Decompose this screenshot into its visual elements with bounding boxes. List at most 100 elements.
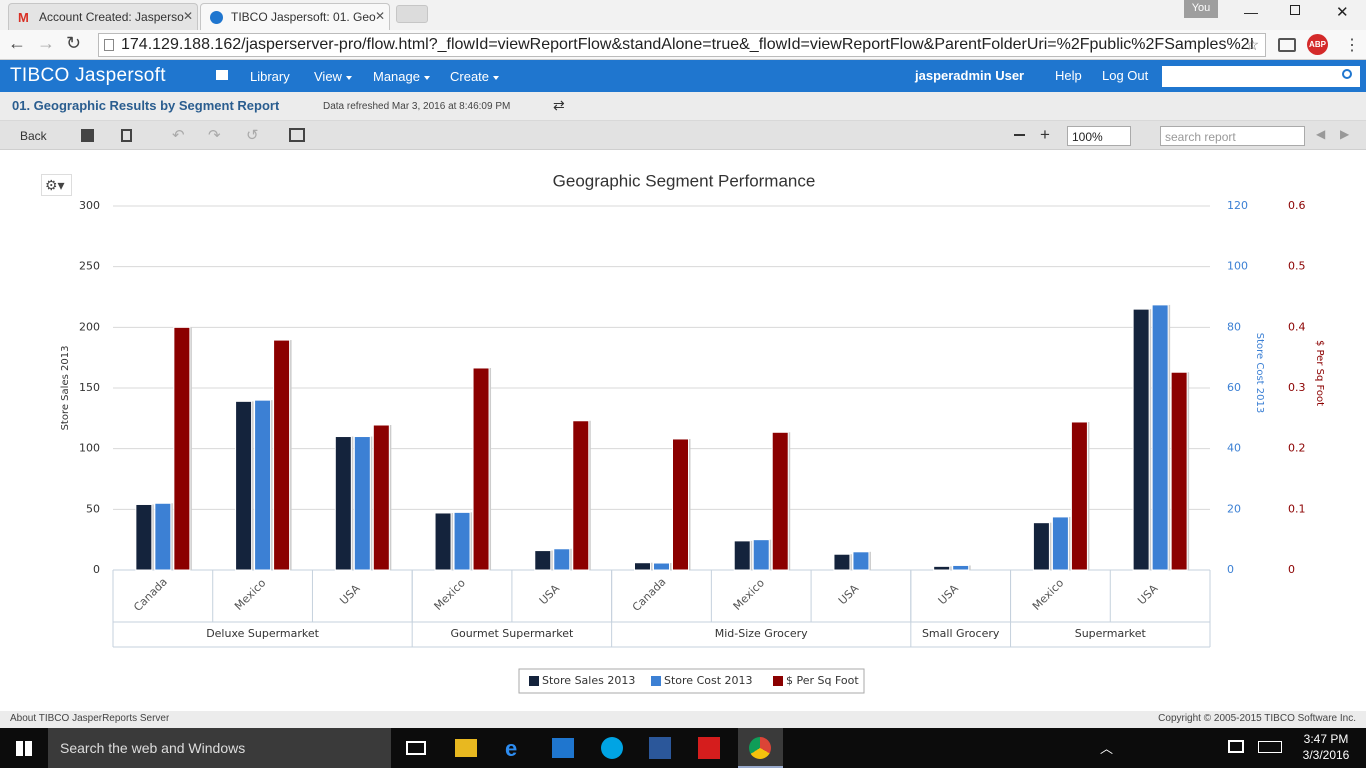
bar	[771, 431, 789, 571]
nav-item[interactable]: Manage	[373, 69, 430, 84]
app-chrome[interactable]	[738, 728, 783, 768]
y2-tick-label: 20	[1227, 502, 1241, 515]
profile-badge[interactable]: You	[1184, 0, 1218, 18]
group-label: Deluxe Supermarket	[206, 627, 319, 640]
new-tab[interactable]	[396, 5, 428, 23]
save-button[interactable]	[81, 129, 94, 142]
forward-button[interactable]: →	[37, 33, 55, 53]
report-title-bar: 01. Geographic Results by Segment Report…	[0, 92, 1366, 121]
clock-date[interactable]: 3/3/2016	[1302, 748, 1350, 762]
prev-result[interactable]: ◀	[1316, 127, 1326, 141]
y2-tick-label: 100	[1227, 260, 1248, 273]
start-button[interactable]	[16, 741, 32, 756]
redo-button[interactable]: ↷	[208, 127, 221, 144]
bar	[334, 436, 352, 571]
search-icon[interactable]	[1342, 69, 1352, 79]
brand-logo[interactable]: TIBCO Jaspersoft	[10, 65, 166, 86]
y-tick-label: 200	[79, 320, 100, 333]
restore[interactable]	[1290, 5, 1300, 15]
app-word[interactable]	[649, 737, 671, 759]
legend-swatch	[529, 676, 539, 686]
browser-tab-bar: M Account Created: Jasperso ✕ TIBCO Jasp…	[0, 0, 1366, 30]
y3-tick-label: 0.6	[1288, 199, 1306, 212]
nav-item[interactable]: View	[314, 69, 352, 84]
close-window[interactable]: ✕	[1336, 4, 1349, 21]
logout-link[interactable]: Log Out	[1102, 68, 1149, 83]
tray-icons[interactable]: ︿	[1100, 741, 1114, 756]
undo-button[interactable]: ↶	[172, 127, 185, 144]
y3-tick-label: 0.1	[1288, 502, 1306, 515]
adblock-icon[interactable]: ABP	[1307, 34, 1328, 55]
bar	[135, 503, 153, 571]
y-tick-label: 100	[79, 442, 100, 455]
bar	[653, 562, 670, 571]
bar	[672, 438, 689, 571]
legend-swatch	[651, 676, 661, 686]
back-button[interactable]: Back	[20, 129, 47, 143]
cast-icon[interactable]	[1278, 38, 1296, 52]
zoom-select[interactable]: 100%	[1067, 126, 1131, 146]
app-header: TIBCO Jaspersoft Library View Manage Cre…	[0, 60, 1366, 92]
task-view[interactable]	[406, 741, 426, 755]
url-field[interactable]: 174.129.188.162/jasperserver-pro/flow.ht…	[98, 33, 1266, 57]
report-search[interactable]: search report	[1160, 126, 1305, 146]
bar	[833, 553, 851, 571]
taskbar: Search the web and Windows e ︿ 3:47 PM 3…	[0, 728, 1366, 768]
nav-item[interactable]: Create	[450, 69, 499, 84]
x-tick-label: USA	[1135, 582, 1161, 608]
nav-label: Manage	[373, 69, 420, 84]
bar	[634, 562, 651, 571]
minimize[interactable]: —	[1244, 4, 1258, 20]
x-tick-label: USA	[337, 582, 363, 608]
about-link[interactable]: About TIBCO JasperReports Server	[10, 713, 170, 724]
home-icon[interactable]	[216, 70, 228, 80]
y2-tick-label: 40	[1227, 442, 1241, 455]
taskbar-search[interactable]: Search the web and Windows	[48, 728, 391, 768]
bar	[1132, 308, 1150, 571]
bar	[1070, 421, 1088, 571]
refresh-button[interactable]: ⇄	[553, 97, 565, 113]
x-tick-label: USA	[537, 582, 563, 608]
bar	[173, 326, 191, 571]
chart: Geographic Segment Performance 0 50 100 150…	[60, 171, 1325, 694]
menu-button[interactable]: ⋮	[1344, 37, 1360, 54]
nav-item[interactable]: Library	[250, 69, 290, 84]
action-center[interactable]	[1228, 740, 1244, 753]
browser-tab[interactable]: M Account Created: Jasperso ✕	[8, 3, 198, 30]
chart-options[interactable]: ⚙▾	[41, 174, 72, 196]
zoom-in[interactable]: +	[1040, 125, 1050, 144]
export-button[interactable]	[121, 129, 132, 142]
user-name[interactable]: jasperadmin User	[915, 68, 1025, 83]
bookmark-star[interactable]: ☆	[1245, 37, 1260, 54]
global-search[interactable]	[1162, 66, 1360, 87]
keyboard-icon[interactable]	[1258, 741, 1282, 753]
browser-tab[interactable]: TIBCO Jaspersoft: 01. Geo ✕	[200, 3, 390, 30]
undo-all-button[interactable]: ↺	[246, 127, 259, 144]
zoom-out[interactable]	[1014, 134, 1025, 136]
tab-close[interactable]: ✕	[183, 9, 194, 23]
back-button[interactable]: ←	[8, 33, 26, 53]
app-skype[interactable]	[601, 737, 623, 759]
y3-tick-label: 0.5	[1288, 260, 1306, 273]
nav-label: Create	[450, 69, 490, 84]
bar	[434, 512, 452, 571]
app-edge[interactable]: e	[505, 736, 518, 761]
app-acrobat[interactable]	[698, 737, 720, 759]
y-tick-label: 150	[79, 381, 100, 394]
options-button[interactable]	[289, 128, 305, 142]
clock-time[interactable]: 3:47 PM	[1303, 732, 1349, 746]
bar	[752, 539, 770, 571]
y-tick-label: 0	[93, 563, 100, 576]
x-tick-label: USA	[936, 582, 962, 608]
app-explorer[interactable]	[455, 739, 477, 757]
x-tick-label: USA	[836, 582, 862, 608]
app-store[interactable]	[552, 738, 574, 758]
report-title: 01. Geographic Results by Segment Report	[12, 98, 280, 113]
tab-close[interactable]: ✕	[375, 9, 386, 23]
nav-label: View	[314, 69, 342, 84]
reload-button[interactable]: ↻	[66, 33, 82, 53]
next-result[interactable]: ▶	[1340, 127, 1350, 141]
help-link[interactable]: Help	[1055, 68, 1082, 83]
bar	[933, 565, 951, 571]
